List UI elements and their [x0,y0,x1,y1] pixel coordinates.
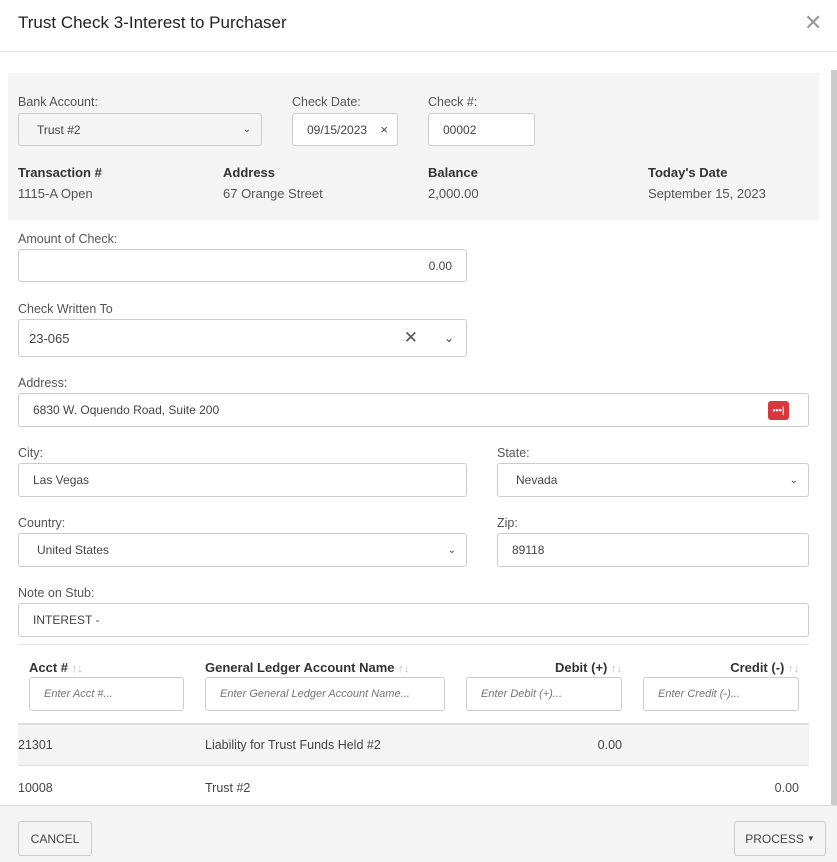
address-label: Address: [18,376,68,390]
check-summary-panel [8,73,819,220]
row-name: Trust #2 [205,781,251,795]
column-header-credit[interactable]: Credit (-) ↑↓ [730,660,799,675]
process-button[interactable]: PROCESS ▼ [734,821,826,856]
column-label: General Ledger Account Name [205,660,395,675]
bank-account-label: Bank Account: [18,95,98,109]
scrollbar[interactable] [831,70,837,805]
amount-label: Amount of Check: [18,232,118,246]
name-filter-input[interactable] [205,677,445,711]
cancel-button[interactable]: CANCEL [18,821,92,856]
sort-icon[interactable]: ↑↓ [398,663,410,675]
check-number-label: Check #: [428,95,478,109]
bank-account-value: Trust #2 [37,122,81,137]
written-to-label: Check Written To [18,302,113,316]
state-label: State: [497,446,530,460]
balance-value: 2,000.00 [428,186,479,201]
address-info-label: Address [223,165,276,180]
debit-filter-input[interactable] [466,677,622,711]
transaction-label: Transaction # [18,165,102,180]
state-select[interactable]: Nevada ⌄ [497,463,809,497]
todays-date-label: Today's Date [648,165,728,180]
chevron-down-icon: ⌄ [242,124,251,135]
row-credit: 0.00 [774,781,799,795]
country-select[interactable]: United States ⌄ [18,533,467,567]
transaction-value: 1115-A Open [18,186,93,201]
todays-date-value: September 15, 2023 [648,186,766,201]
close-icon[interactable]: ✕ [804,10,823,35]
address-info-value: 67 Orange Street [223,186,323,201]
table-row[interactable] [18,723,809,766]
column-header-name[interactable]: General Ledger Account Name ↑↓ [205,660,409,675]
dialog-footer [0,805,837,862]
password-manager-icon[interactable]: •••| [768,400,789,420]
chevron-down-icon: ⌄ [789,474,798,486]
country-value: United States [37,543,110,557]
city-value: Las Vegas [33,473,90,487]
caret-down-icon: ▼ [806,834,815,843]
dialog-title: Trust Check 3-Interest to Purchaser [18,13,287,32]
clear-icon[interactable]: ✕ [403,328,418,347]
process-label: PROCESS [745,831,804,846]
check-date-value: 09/15/2023 [307,122,368,137]
column-label: Credit (-) [730,660,785,675]
column-label: Debit (+) [555,660,608,675]
row-name: Liability for Trust Funds Held #2 [205,738,381,752]
sort-icon[interactable]: ↑↓ [71,663,83,675]
divider [18,644,809,645]
zip-value: 89118 [512,543,545,557]
check-number-value: 00002 [443,122,477,137]
chevron-down-icon[interactable]: ⌄ [443,331,454,345]
note-value: INTEREST - [33,613,100,627]
check-date-label: Check Date: [292,95,361,109]
check-date-input[interactable]: 09/15/2023 × [292,113,398,146]
chevron-down-icon: ⌄ [447,544,456,556]
credit-filter-input[interactable] [643,677,799,711]
sort-icon[interactable]: ↑↓ [788,663,799,675]
address-value: 6830 W. Oquendo Road, Suite 200 [33,403,220,417]
zip-input[interactable]: 89118 [497,533,809,567]
row-debit: 0.00 [597,738,622,752]
note-label: Note on Stub: [18,586,95,600]
acct-filter-input[interactable] [29,677,184,711]
balance-label: Balance [428,165,478,180]
row-acct: 21301 [18,738,53,752]
city-input[interactable]: Las Vegas [18,463,467,497]
address-input[interactable]: 6830 W. Oquendo Road, Suite 200 •••| [18,393,809,427]
city-label: City: [18,446,43,460]
column-header-debit[interactable]: Debit (+) ↑↓ [555,660,622,675]
written-to-value: 23-065 [29,330,70,346]
clear-date-icon[interactable]: × [380,122,388,137]
country-label: Country: [18,516,66,530]
zip-label: Zip: [497,516,518,530]
column-header-acct[interactable]: Acct # ↑↓ [29,660,83,675]
check-number-input[interactable]: 00002 [428,113,535,146]
divider [0,51,837,52]
note-input[interactable]: INTEREST - [18,603,809,637]
sort-icon[interactable]: ↑↓ [611,663,622,675]
written-to-select[interactable]: 23-065 ✕ ⌄ [18,319,467,357]
row-acct: 10008 [18,781,53,795]
bank-account-select[interactable]: Trust #2 ⌄ [18,113,262,146]
column-label: Acct # [29,660,69,675]
amount-input[interactable]: 0.00 [18,249,467,282]
state-value: Nevada [516,473,558,487]
amount-value: 0.00 [428,258,452,273]
